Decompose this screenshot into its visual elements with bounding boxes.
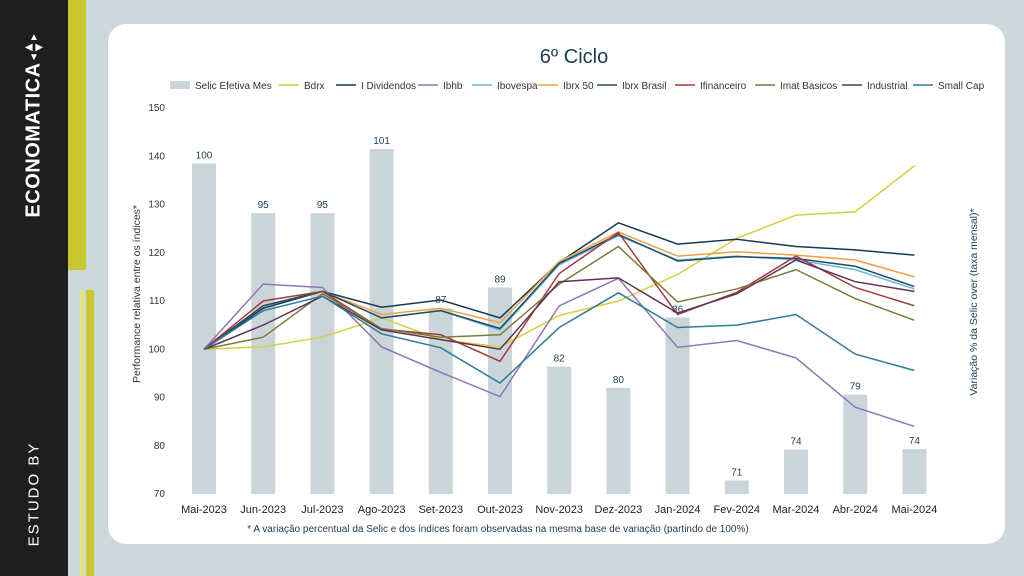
legend-label: Selic Efetiva Mes [195,81,272,92]
y-tick-label: 150 [148,103,165,114]
legend-label: Small Cap [938,81,985,92]
chart-footnote: * A variação percentual da Selic e dos í… [247,524,748,535]
line-imat-basicos [203,245,915,350]
legend-label: Ibrx Brasil [622,81,666,92]
x-tick-label: Abr-2024 [833,504,878,516]
legend: Selic Efetiva Mes Bdrx I Dividendos Ibhb Ibo… [170,81,985,92]
bar-data-label: 74 [790,437,802,448]
line-small-cap [203,291,915,384]
bar-selic [251,213,276,494]
legend-item: Ibhb [418,81,463,92]
bar-data-label: 82 [554,354,566,365]
x-tick-label: Jul-2023 [301,504,343,516]
x-tick-label: Set-2023 [418,504,463,516]
bar-data-label: 95 [317,200,329,211]
accent-bar-top [68,0,86,270]
legend-item: Ibrx Brasil [597,81,666,92]
legend-label: Imat Basicos [780,81,837,92]
study-by-label: ESTUDO BY [25,441,43,547]
x-tick-label: Fev-2024 [714,504,760,516]
bar-selic [665,317,690,494]
line-bdrx [203,165,915,350]
y-tick-label: 70 [154,489,166,500]
y-axis-right-label: Variação % da Selic over (taxa mensal)* [968,208,980,395]
y-axis: 70 80 90 100 110 120 130 140 150 [148,103,165,500]
brand-arrows-icon: ▲ ◀ ▶ ▼ [24,32,44,63]
y-tick-label: 100 [148,344,165,355]
line-ibhb [203,277,915,428]
legend-item: Bdrx [279,81,325,92]
legend-item: Industrial [842,81,908,92]
bar-data-label: 71 [731,467,743,478]
legend-item: Ibrx 50 [538,81,594,92]
x-tick-label: Dez-2023 [595,504,643,516]
bar-selic [724,480,749,494]
x-tick-label: Ago-2023 [358,504,406,516]
accent-bar-bottom [86,290,94,576]
x-tick-label: Jun-2023 [240,504,286,516]
bar-data-label: 100 [196,150,213,161]
legend-item: Selic Efetiva Mes [170,81,272,92]
line-ifinanceiro [203,231,915,363]
accent-bar-thin [80,290,84,576]
bar-selic [606,387,631,494]
brand-logo: ECONOMATICA [22,62,45,218]
x-tick-label: Out-2023 [477,504,523,516]
chart-svg: 6º Ciclo Selic Efetiva Mes Bdrx I Dividend… [131,46,985,535]
bar-selic [843,394,868,494]
bar-selic [784,449,808,494]
legend-label: Industrial [867,81,908,92]
bar-selic [902,449,927,494]
bar-data-label: 95 [258,200,270,211]
bar-data-label: 101 [373,136,390,147]
y-tick-label: 90 [154,393,166,404]
bar-data-label: 79 [850,382,862,393]
sidebar: ▲ ◀ ▶ ▼ ECONOMATICA ESTUDO BY [0,0,68,576]
bar-selic [547,366,572,494]
bar-data-label: 86 [672,304,684,315]
legend-label: Bdrx [304,81,325,92]
legend-label: Ibovespa [497,81,538,92]
legend-item: Small Cap [913,81,985,92]
x-tick-label: Mai-2024 [891,504,937,516]
legend-label: Ibhb [443,81,463,92]
x-tick-label: Jan-2024 [655,504,701,516]
bar-series [192,149,927,495]
y-axis-label: Performance relativa entre os índices* [131,205,143,383]
y-tick-label: 130 [148,200,165,211]
legend-label: Ifinanceiro [700,81,747,92]
chart-title: 6º Ciclo [540,46,608,68]
y-tick-label: 80 [154,441,166,452]
x-tick-label: Mar-2024 [772,504,819,516]
legend-swatch [170,81,190,89]
bar-selic [192,163,216,495]
chart-card: 6º Ciclo Selic Efetiva Mes Bdrx I Dividend… [108,24,1005,544]
legend-item: Imat Basicos [755,81,837,92]
y-tick-label: 110 [149,296,165,307]
legend-item: Ibovespa [472,81,538,92]
legend-label: Ibrx 50 [563,81,594,92]
bar-data-label: 74 [909,436,921,447]
x-tick-label: Nov-2023 [535,504,583,516]
legend-item: I Dividendos [336,81,416,92]
legend-label: I Dividendos [361,81,416,92]
bar-data-label: 80 [613,375,625,386]
y-tick-label: 120 [148,248,165,259]
x-axis: Mai-2023 Jun-2023 Jul-2023 Ago-2023 Set-2023… [181,504,937,516]
line-series [203,165,915,428]
bar-data-label: 89 [494,274,506,285]
legend-item: Ifinanceiro [675,81,747,92]
x-tick-label: Mai-2023 [181,504,227,516]
y-tick-label: 140 [148,151,165,162]
bar-selic [310,213,335,494]
